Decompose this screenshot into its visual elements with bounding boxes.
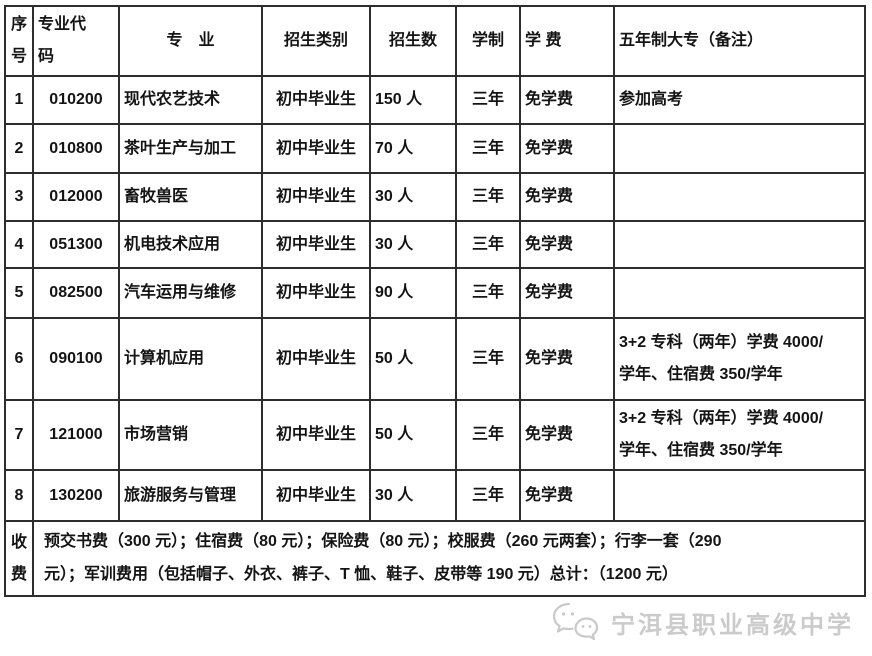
col-header-serial: 序 号	[4, 5, 34, 77]
cell-major: 机电技术应用	[118, 220, 263, 269]
cell-quota: 30 人	[369, 172, 457, 222]
cell-major: 计算机应用	[118, 317, 263, 401]
cell-remark: 3+2 专科（两年）学费 4000/ 学年、住宿费 350/学年	[613, 317, 866, 401]
cell-tuition: 免学费	[519, 399, 615, 471]
cell-major-code: 010800	[32, 123, 120, 174]
table-body: 1 010200 现代农艺技术 初中毕业生 150 人 三年 免学费 参加高考 …	[4, 75, 866, 597]
cell-major: 畜牧兽医	[118, 172, 263, 222]
table-row: 3 012000 畜牧兽医 初中毕业生 30 人 三年 免学费	[4, 172, 866, 222]
cell-major-code: 010200	[32, 75, 120, 125]
cell-tuition: 免学费	[519, 317, 615, 401]
cell-remark	[613, 123, 866, 174]
cell-duration: 三年	[455, 469, 521, 522]
cell-duration: 三年	[455, 220, 521, 269]
cell-major: 旅游服务与管理	[118, 469, 263, 522]
table-header: 序 号 专业代 码 专 业 招生类别 招生数 学制 学 费 五年制大专（备注）	[4, 5, 866, 77]
cell-tuition: 免学费	[519, 267, 615, 319]
cell-category: 初中毕业生	[261, 123, 371, 174]
cell-serial: 3	[4, 172, 34, 222]
fee-row-label: 收 费	[4, 520, 34, 597]
cell-remark	[613, 469, 866, 522]
col-header-duration: 学制	[455, 5, 521, 77]
chat-bubbles-logo	[551, 601, 599, 643]
table-row: 1 010200 现代农艺技术 初中毕业生 150 人 三年 免学费 参加高考	[4, 75, 866, 125]
cell-quota: 50 人	[369, 399, 457, 471]
cell-serial: 5	[4, 267, 34, 319]
cell-category: 初中毕业生	[261, 220, 371, 269]
cell-quota: 30 人	[369, 220, 457, 269]
col-header-major: 专 业	[118, 5, 263, 77]
cell-duration: 三年	[455, 172, 521, 222]
cell-serial: 1	[4, 75, 34, 125]
col-header-remark: 五年制大专（备注）	[613, 5, 866, 77]
cell-tuition: 免学费	[519, 220, 615, 269]
cell-major: 市场营销	[118, 399, 263, 471]
cell-category: 初中毕业生	[261, 75, 371, 125]
cell-major: 现代农艺技术	[118, 75, 263, 125]
cell-category: 初中毕业生	[261, 469, 371, 522]
table-row: 5 082500 汽车运用与维修 初中毕业生 90 人 三年 免学费	[4, 267, 866, 319]
cell-quota: 90 人	[369, 267, 457, 319]
table-row: 7 121000 市场营销 初中毕业生 50 人 三年 免学费 3+2 专科（两…	[4, 399, 866, 471]
cell-duration: 三年	[455, 267, 521, 319]
enrollment-table: 序 号 专业代 码 专 业 招生类别 招生数 学制 学 费 五年制大专（备注） …	[4, 5, 866, 597]
cell-serial: 8	[4, 469, 34, 522]
cell-serial: 4	[4, 220, 34, 269]
footer-watermark: 宁洱县职业高级中学	[551, 601, 854, 643]
cell-major-code: 090100	[32, 317, 120, 401]
cell-category: 初中毕业生	[261, 399, 371, 471]
cell-duration: 三年	[455, 123, 521, 174]
cell-major-code: 051300	[32, 220, 120, 269]
cell-major-code: 130200	[32, 469, 120, 522]
cell-tuition: 免学费	[519, 75, 615, 125]
cell-tuition: 免学费	[519, 172, 615, 222]
table-row: 2 010800 茶叶生产与加工 初中毕业生 70 人 三年 免学费	[4, 123, 866, 174]
cell-major-code: 121000	[32, 399, 120, 471]
cell-remark: 3+2 专科（两年）学费 4000/ 学年、住宿费 350/学年	[613, 399, 866, 471]
cell-remark: 参加高考	[613, 75, 866, 125]
cell-major-code: 012000	[32, 172, 120, 222]
cell-serial: 6	[4, 317, 34, 401]
cell-quota: 150 人	[369, 75, 457, 125]
header-row: 序 号 专业代 码 专 业 招生类别 招生数 学制 学 费 五年制大专（备注）	[4, 5, 866, 77]
cell-remark	[613, 267, 866, 319]
cell-major: 汽车运用与维修	[118, 267, 263, 319]
cell-quota: 30 人	[369, 469, 457, 522]
col-header-code: 专业代 码	[32, 5, 120, 77]
cell-tuition: 免学费	[519, 123, 615, 174]
table-row: 8 130200 旅游服务与管理 初中毕业生 30 人 三年 免学费	[4, 469, 866, 522]
col-header-tuition: 学 费	[519, 5, 615, 77]
fee-row: 收 费 预交书费（300 元）；住宿费（80 元）；保险费（80 元）；校服费（…	[4, 520, 866, 597]
col-header-quota: 招生数	[369, 5, 457, 77]
table-row: 6 090100 计算机应用 初中毕业生 50 人 三年 免学费 3+2 专科（…	[4, 317, 866, 401]
cell-tuition: 免学费	[519, 469, 615, 522]
cell-serial: 2	[4, 123, 34, 174]
cell-category: 初中毕业生	[261, 172, 371, 222]
cell-category: 初中毕业生	[261, 267, 371, 319]
cell-quota: 70 人	[369, 123, 457, 174]
cell-remark	[613, 172, 866, 222]
cell-major: 茶叶生产与加工	[118, 123, 263, 174]
watermark-text: 宁洱县职业高级中学	[611, 611, 854, 639]
cell-category: 初中毕业生	[261, 317, 371, 401]
cell-duration: 三年	[455, 75, 521, 125]
fee-row-text: 预交书费（300 元）；住宿费（80 元）；保险费（80 元）；校服费（260 …	[32, 520, 866, 597]
cell-duration: 三年	[455, 317, 521, 401]
cell-remark	[613, 220, 866, 269]
cell-quota: 50 人	[369, 317, 457, 401]
col-header-category: 招生类别	[261, 5, 371, 77]
table-row: 4 051300 机电技术应用 初中毕业生 30 人 三年 免学费	[4, 220, 866, 269]
cell-serial: 7	[4, 399, 34, 471]
cell-major-code: 082500	[32, 267, 120, 319]
cell-duration: 三年	[455, 399, 521, 471]
